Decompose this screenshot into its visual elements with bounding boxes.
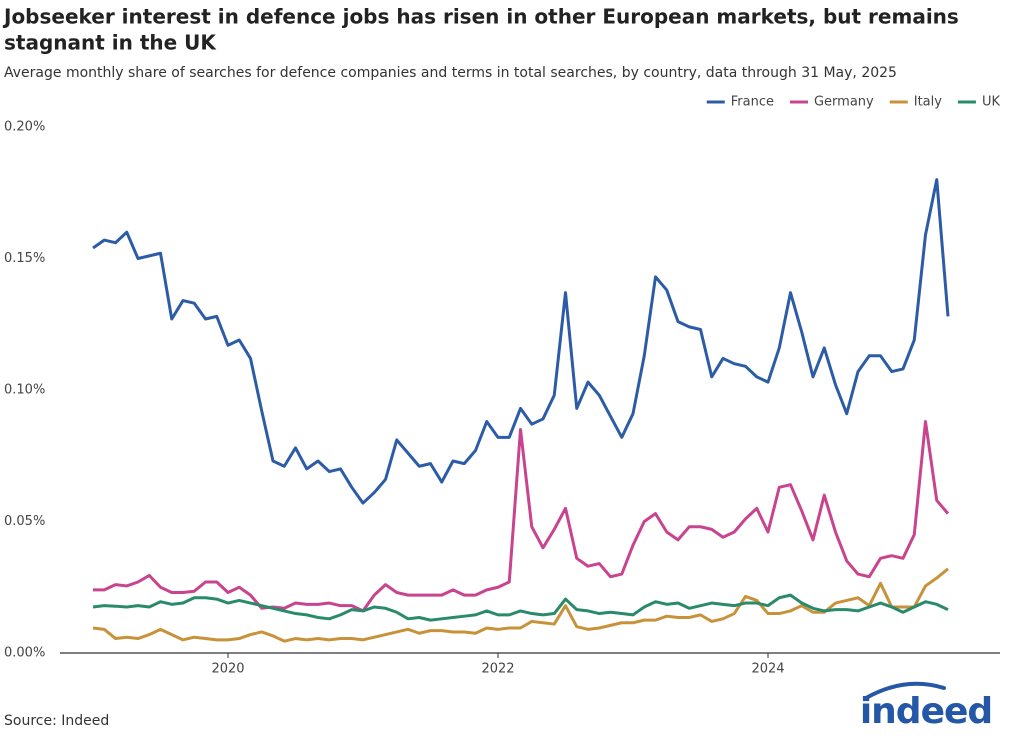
legend-item: UK — [957, 95, 1001, 110]
legend-label: France — [731, 95, 774, 110]
x-tick-label: 2024 — [751, 662, 784, 677]
y-tick-label: 0.15% — [4, 251, 45, 266]
logo-arc — [864, 681, 946, 700]
legend-item: France — [706, 95, 774, 110]
series-line — [93, 420, 950, 613]
y-tick-label: 0.00% — [4, 646, 45, 661]
legend-item: Italy — [889, 95, 943, 110]
y-tick-label: 0.20% — [4, 120, 45, 135]
x-tick-label: 2022 — [481, 662, 514, 677]
legend-item: Germany — [789, 95, 874, 110]
series-line — [92, 593, 949, 622]
legend-label: UK — [982, 95, 1001, 110]
source-note: Source: Indeed — [4, 713, 109, 729]
y-tick-label: 0.10% — [4, 383, 45, 398]
logo: indeed — [860, 691, 992, 732]
chart-subtitle: Average monthly share of searches for de… — [4, 65, 897, 81]
chart-title: Jobseeker interest in defence jobs has r… — [2, 5, 959, 29]
y-tick-label: 0.05% — [4, 514, 45, 529]
series-line — [92, 567, 949, 643]
chart-title: stagnant in the UK — [4, 31, 217, 55]
legend-label: Italy — [914, 95, 943, 110]
legend-label: Germany — [814, 95, 874, 110]
series-line — [92, 178, 950, 505]
x-tick-label: 2020 — [211, 662, 244, 677]
